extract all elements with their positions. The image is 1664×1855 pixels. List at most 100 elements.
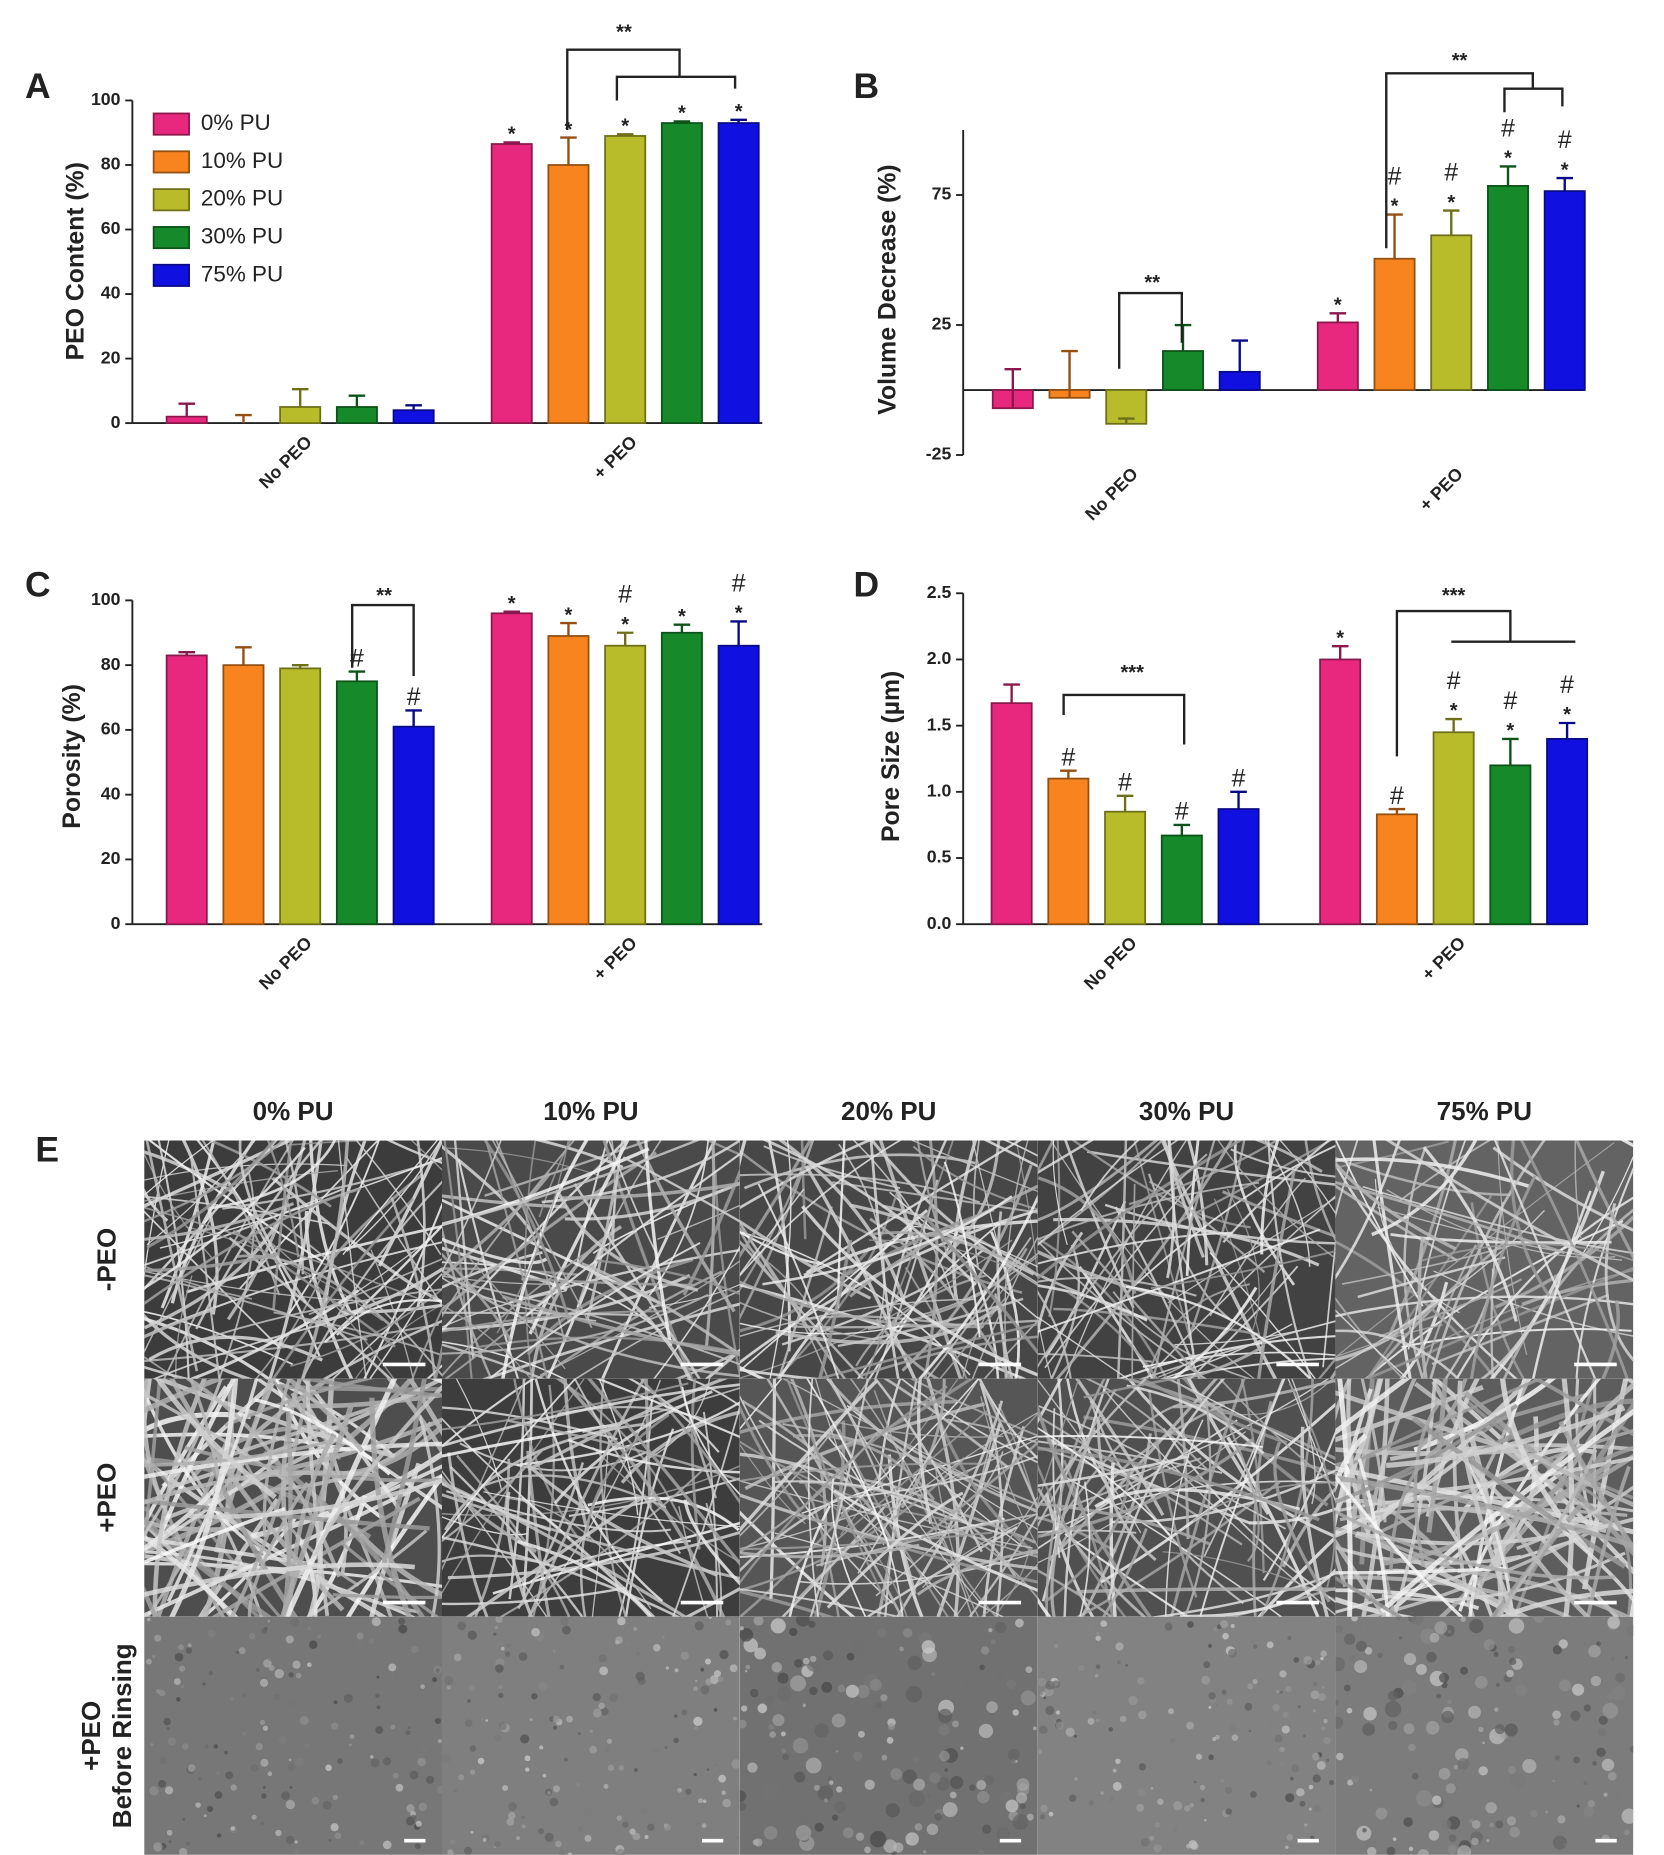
sem-grain [1244,1702,1253,1711]
sem-grain [1336,1752,1344,1761]
sem-grain [292,1660,301,1669]
sem-grain [261,1793,267,1799]
sem-grain [1408,1767,1412,1772]
sem-fiber [188,1378,224,1499]
significance-mark: * [1336,627,1344,649]
sem-fiber [1037,1378,1063,1425]
sem-grain [567,1852,573,1855]
sem-grain [176,1697,181,1702]
significance-mark: # [1118,770,1132,797]
sem-grain [1215,1734,1220,1740]
sem-fiber [788,1504,832,1617]
sem-image [442,1616,740,1855]
significance-mark: * [621,614,629,636]
sem-fiber [144,1274,368,1341]
sem-grain [1607,1771,1617,1781]
sem-grain [799,1815,809,1825]
sem-grain [1291,1764,1300,1773]
sem-grain [817,1785,834,1801]
sem-fiber [442,1140,502,1274]
significance-mark: * [735,603,743,625]
sem-fiber [857,1378,980,1574]
sem-grain [1224,1786,1233,1795]
sem-fiber [1037,1435,1263,1448]
sem-fiber [1096,1419,1157,1562]
sem-fiber [564,1181,740,1221]
sem-grain [358,1641,363,1646]
sem-fiber [825,1378,924,1467]
sem-fiber [157,1140,190,1379]
sem-grain [890,1768,903,1780]
sem-grain [923,1850,927,1854]
sem-grain [420,1684,425,1690]
sem-fiber [739,1494,845,1573]
sem-fiber [576,1140,662,1308]
sem-grain [717,1676,724,1683]
sem-grain [216,1771,220,1775]
sem-grain [370,1755,374,1759]
row-label: Before Rinsing [107,1643,137,1828]
sem-grain [1302,1734,1306,1738]
sem-grain [1137,1788,1146,1797]
significance-mark: # [1390,783,1404,810]
sem-grain [1607,1693,1613,1700]
sem-fiber [144,1206,427,1303]
sem-fiber [1260,1140,1280,1255]
error-bar [178,402,195,417]
sem-fiber [918,1194,1038,1379]
sem-fiber [480,1474,667,1509]
sem-grain [589,1729,593,1733]
sem-grain [813,1784,820,1791]
sem-grain [500,1646,505,1651]
sem-fiber [1385,1405,1626,1469]
sem-fiber [447,1530,740,1580]
y-tick-label: 100 [91,589,121,609]
bar [165,654,208,926]
sem-grain [485,1719,488,1722]
sem-grain [1006,1679,1017,1689]
sem-grain [1096,1631,1100,1635]
sem-fiber [144,1505,261,1617]
sem-grain [502,1784,509,1792]
sem-grain [886,1737,894,1744]
sem-grain [1610,1656,1616,1661]
sem-grain [1326,1758,1330,1762]
sem-fiber [639,1378,740,1505]
sem-grain [665,1666,669,1670]
significance-mark: # [1558,127,1572,154]
sem-fiber [1532,1190,1592,1379]
sem-fiber [442,1378,527,1571]
sem-fiber [971,1140,1023,1338]
sem-grain [1187,1621,1194,1628]
sem-grain [984,1775,995,1786]
sem-fiber [442,1237,548,1265]
sem-grain [1310,1690,1320,1700]
sem-grain [606,1738,613,1744]
sem-grain [615,1848,626,1855]
sem-fiber [190,1158,221,1379]
y-tick-label: 0.0 [927,913,952,933]
sem-fiber [558,1378,726,1617]
sem-grain [1447,1630,1451,1633]
error-bar [730,118,747,124]
significance-mark: # [618,582,632,609]
sem-fiber [144,1207,288,1330]
sem-grain [1222,1632,1229,1640]
error-bar [1502,737,1519,766]
sem-grain [203,1814,207,1818]
legend-label: 10% PU [201,148,283,173]
sem-grain [1007,1748,1020,1761]
sem-grain [855,1832,865,1841]
sem-grain [577,1826,584,1832]
sem-grain [566,1715,573,1723]
sem-grain [477,1757,485,1765]
error-bar [1329,312,1347,323]
sem-fiber [1586,1465,1631,1617]
sem-grain [531,1693,538,1700]
sem-grain [444,1675,454,1685]
sem-grain [1039,1725,1048,1734]
sem-grain [1285,1686,1292,1693]
sem-grain [809,1686,818,1696]
sem-grain [1285,1845,1289,1849]
bar [222,664,265,926]
